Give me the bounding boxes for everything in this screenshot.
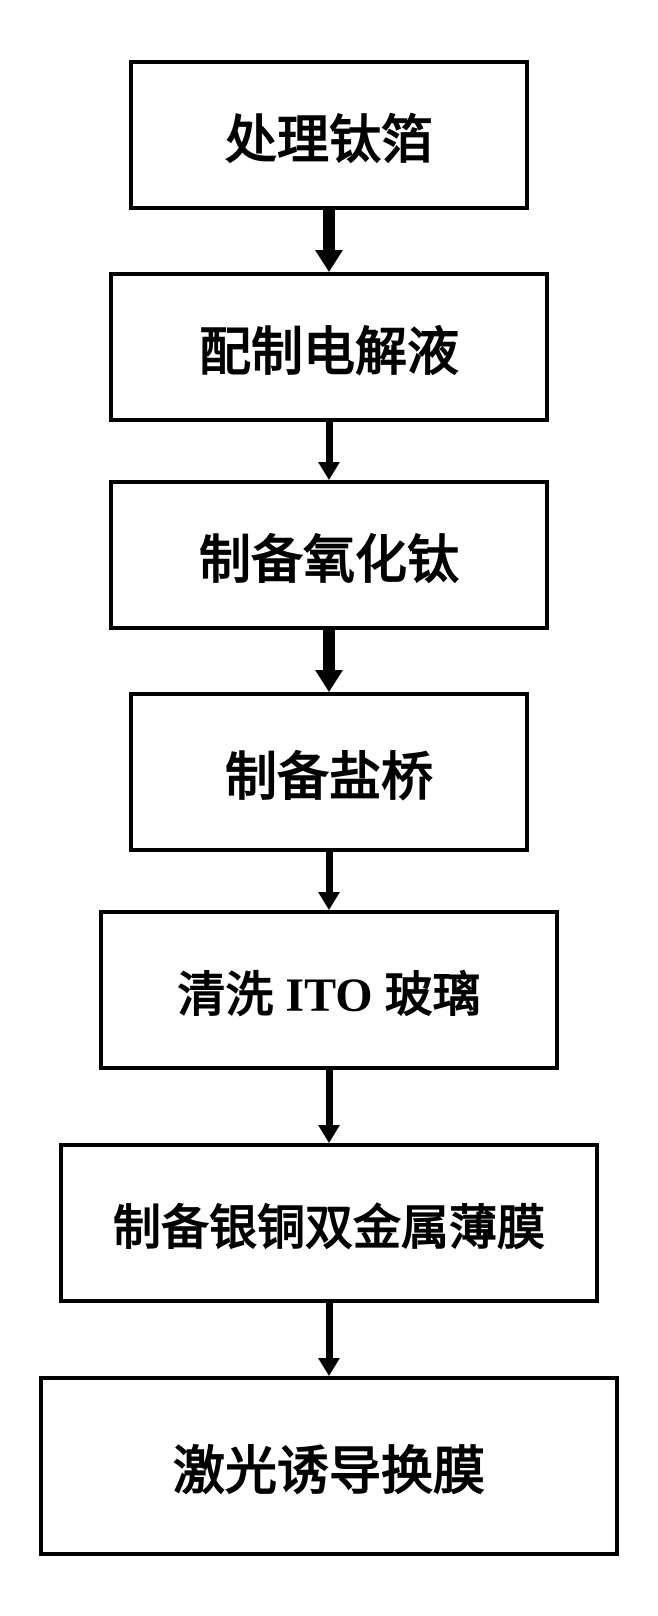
arrow-head-icon bbox=[315, 670, 343, 692]
arrow-head-icon bbox=[318, 892, 340, 910]
flowchart-step-3: 制备盐桥 bbox=[129, 692, 529, 852]
arrow-line bbox=[326, 852, 333, 892]
flowchart-step-6: 激光诱导换膜 bbox=[39, 1376, 619, 1556]
flowchart-container: 处理钛箔配制电解液制备氧化钛制备盐桥清洗 ITO 玻璃制备银铜双金属薄膜激光诱导… bbox=[39, 60, 619, 1556]
flowchart-step-0: 处理钛箔 bbox=[129, 60, 529, 210]
flowchart-step-1: 配制电解液 bbox=[109, 272, 549, 422]
arrow-line bbox=[326, 422, 333, 462]
flowchart-arrow-1 bbox=[318, 422, 340, 480]
flowchart-arrow-2 bbox=[315, 630, 343, 692]
arrow-head-icon bbox=[315, 250, 343, 272]
flowchart-arrow-5 bbox=[318, 1303, 340, 1376]
arrow-line bbox=[323, 210, 335, 250]
flowchart-arrow-3 bbox=[318, 852, 340, 910]
arrow-line bbox=[323, 630, 335, 670]
arrow-head-icon bbox=[318, 1358, 340, 1376]
arrow-head-icon bbox=[318, 1125, 340, 1143]
flowchart-arrow-0 bbox=[315, 210, 343, 272]
arrow-head-icon bbox=[318, 462, 340, 480]
flowchart-step-4: 清洗 ITO 玻璃 bbox=[99, 910, 559, 1070]
flowchart-arrow-4 bbox=[318, 1070, 340, 1143]
arrow-line bbox=[326, 1070, 333, 1125]
arrow-line bbox=[326, 1303, 333, 1358]
flowchart-step-5: 制备银铜双金属薄膜 bbox=[59, 1143, 599, 1303]
flowchart-step-2: 制备氧化钛 bbox=[109, 480, 549, 630]
